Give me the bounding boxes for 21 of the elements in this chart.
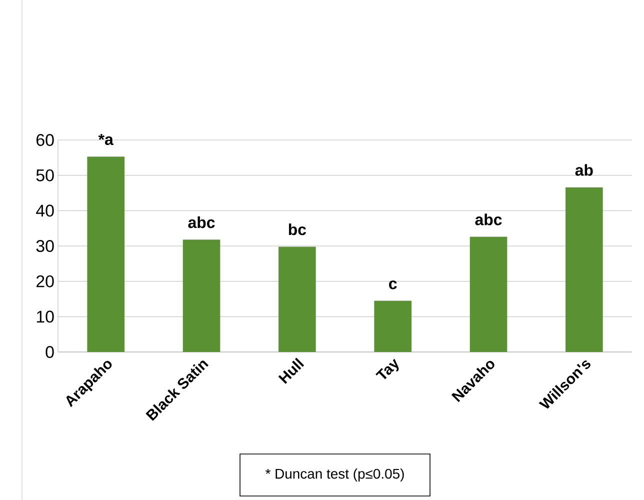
y-tick-label: 30 [36,240,54,252]
y-tick-label: 50 [36,169,54,182]
y-tick-label: 40 [36,204,54,217]
text: * Duncan test (p≤0.05) [265,468,404,482]
x-tick-label: Tay [376,358,399,380]
bar [566,187,603,352]
y-tick-label: 10 [36,310,54,323]
bar [87,156,124,352]
y-tick-label: 60 [36,134,54,146]
bar [470,236,508,352]
annotation: c [389,280,397,290]
bar [374,300,412,352]
y-tick-label: 20 [36,275,54,288]
annotation: *a [98,134,114,146]
bar [182,240,220,352]
annotation: abc [188,216,215,228]
bar [278,246,316,352]
annotation: abc [475,214,502,226]
y-tick-label: 0 [46,346,54,358]
annotation: ab [575,164,593,176]
annotation: bc [288,223,306,236]
